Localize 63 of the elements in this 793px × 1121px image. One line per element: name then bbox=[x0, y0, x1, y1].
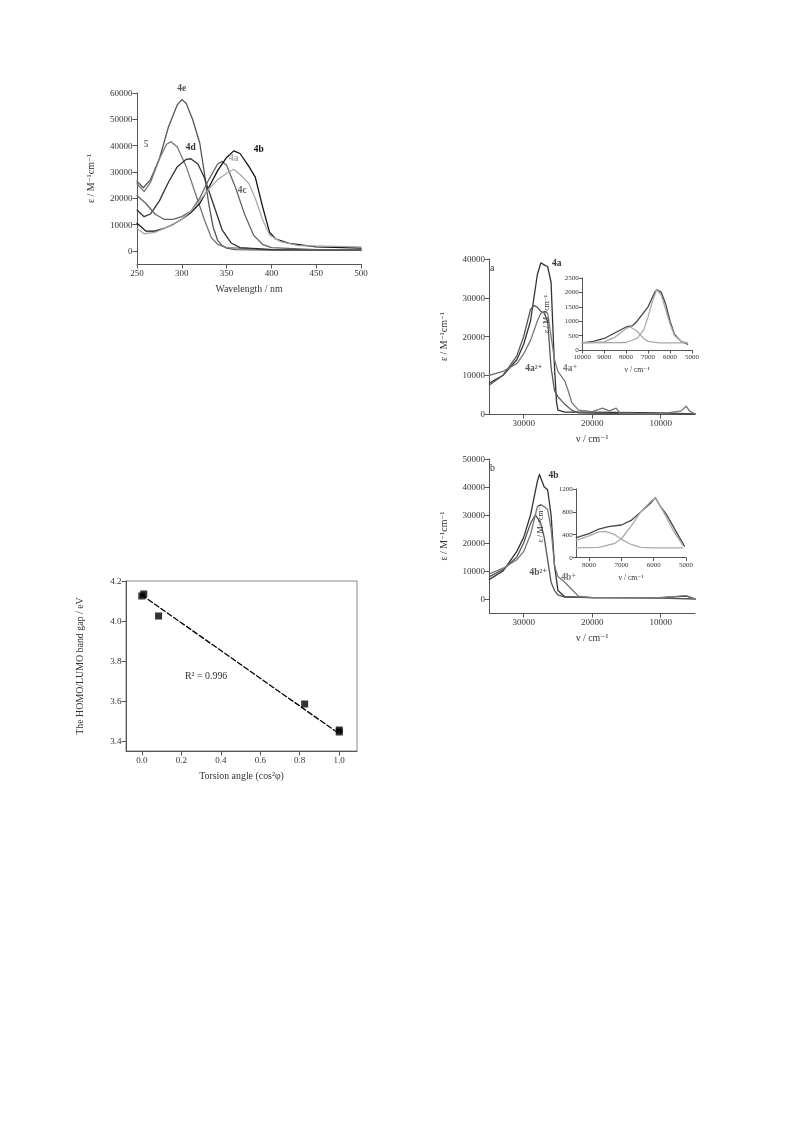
x-tick-label: 1.0 bbox=[333, 755, 346, 765]
y-tick-label: 50000 bbox=[462, 454, 486, 464]
y-tick-label: 40000 bbox=[462, 482, 486, 492]
annotation: R² = 0.996 bbox=[185, 669, 228, 681]
y-tick-label: 20000 bbox=[110, 193, 133, 204]
series-label: 4d bbox=[185, 142, 197, 153]
x-tick-label: 400 bbox=[264, 268, 279, 278]
y-tick-label: 60000 bbox=[110, 88, 133, 98]
x-tick-label: 350 bbox=[219, 268, 234, 278]
series-label: 4c bbox=[237, 184, 247, 195]
x-tick-label: 0.8 bbox=[294, 755, 306, 765]
y-tick-label: 20000 bbox=[462, 331, 486, 342]
y-tick-label: 40000 bbox=[462, 254, 486, 264]
y-tick-label: 40000 bbox=[110, 140, 133, 151]
series-label: 4e bbox=[177, 83, 187, 94]
y-axis-title: ε / M⁻¹cm⁻¹ bbox=[437, 311, 449, 362]
y-axis-title: ε / M⁻¹cm⁻¹ bbox=[85, 153, 97, 204]
x-tick-label: 250 bbox=[130, 268, 145, 278]
x-tick-label: 0.6 bbox=[254, 755, 267, 765]
y-tick-label: 3.4 bbox=[110, 736, 122, 746]
x-axis-title: ν / cm⁻¹ bbox=[576, 632, 609, 644]
series-label: 4a bbox=[229, 152, 239, 163]
x-axis-title: Wavelength / nm bbox=[215, 283, 283, 295]
y-tick-label: 10000 bbox=[110, 219, 133, 230]
x-tick-label: 10000 bbox=[649, 617, 673, 627]
x-tick-label: 0.0 bbox=[136, 755, 148, 765]
y-tick-label: 4.0 bbox=[110, 616, 122, 626]
series-label: 4b²⁺ bbox=[529, 566, 548, 577]
x-axis-title: Torsion angle (cos²φ) bbox=[199, 770, 284, 783]
y-tick-label: 50000 bbox=[110, 114, 133, 125]
x-tick-label: 500 bbox=[354, 268, 369, 278]
y-tick-label: 30000 bbox=[462, 292, 486, 303]
y-tick-label: 0 bbox=[480, 409, 486, 419]
annotation: a bbox=[490, 261, 495, 273]
x-tick-label: 30000 bbox=[512, 617, 536, 627]
series-label: 4a⁺ bbox=[563, 362, 578, 373]
y-tick-label: 0 bbox=[128, 245, 133, 256]
series-label: 4b bbox=[253, 144, 264, 155]
x-tick-label: 10000 bbox=[649, 418, 673, 428]
x-tick-label: 0.4 bbox=[215, 755, 227, 765]
x-tick-label: 20000 bbox=[580, 418, 604, 428]
y-tick-label: 3.8 bbox=[110, 656, 122, 666]
series-label: 4b bbox=[548, 469, 559, 480]
x-tick-label: 0.2 bbox=[175, 755, 187, 765]
series-label: 4b⁺ bbox=[561, 572, 577, 583]
y-tick-label: 3.6 bbox=[110, 696, 122, 706]
series-label: 5 bbox=[143, 139, 149, 150]
y-axis-title: The HOMO/LUMO band gap / eV bbox=[74, 596, 86, 735]
y-tick-label: 4.2 bbox=[110, 576, 122, 586]
x-tick-label: 20000 bbox=[580, 617, 604, 627]
series-label: 4a bbox=[552, 258, 562, 269]
y-tick-label: 30000 bbox=[462, 510, 486, 520]
y-tick-label: 30000 bbox=[110, 166, 133, 177]
y-tick-label: 20000 bbox=[462, 538, 486, 548]
series-label: 4a²⁺ bbox=[525, 363, 543, 373]
y-axis-title: ε / M⁻¹cm⁻¹ bbox=[437, 511, 449, 561]
y-tick-label: 0 bbox=[480, 594, 486, 604]
x-axis-title: ν / cm⁻¹ bbox=[576, 433, 609, 445]
x-tick-label: 30000 bbox=[512, 418, 536, 428]
x-tick-label: 300 bbox=[175, 268, 190, 278]
x-tick-label: 450 bbox=[309, 268, 324, 278]
annotation: b bbox=[490, 461, 495, 473]
y-tick-label: 10000 bbox=[462, 370, 486, 381]
